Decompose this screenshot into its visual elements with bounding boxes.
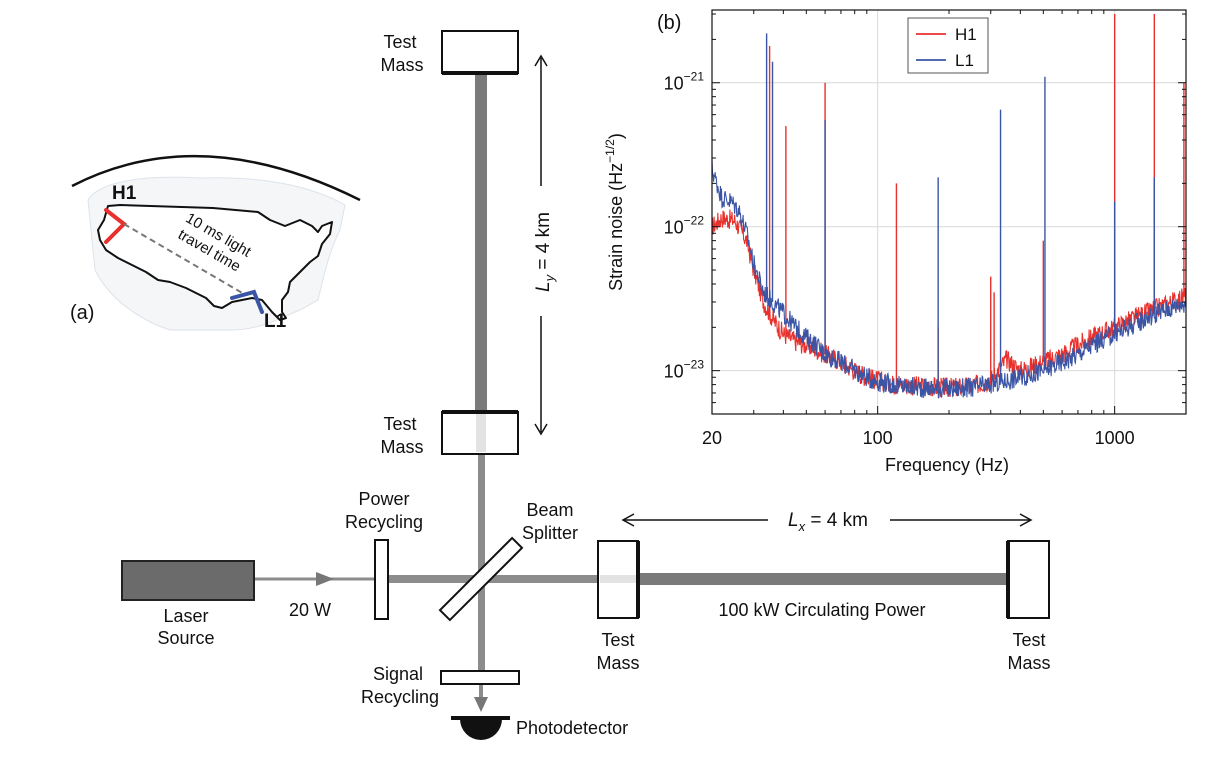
power-recycling-mirror <box>374 539 389 620</box>
x-end-test-mass-label-2: Mass <box>1007 653 1050 673</box>
light-travel-line <box>123 223 245 295</box>
beam-splitter-label-1: Beam <box>526 500 573 520</box>
y-axis-label: Strain noise (Hz−1/2) <box>603 133 626 291</box>
y-axis-label-main: Strain noise (Hz <box>606 163 626 291</box>
photodetector-label: Photodetector <box>516 718 628 738</box>
panel-b-label: (b) <box>657 12 681 34</box>
h1-map-label: H1 <box>112 183 137 204</box>
signal-recycling-label-1: Signal <box>373 664 423 684</box>
series-L1-line <box>712 160 1186 399</box>
y-inner-test-mass-label-1: Test <box>383 414 416 434</box>
x-tick-label: 1000 <box>1095 428 1135 448</box>
ly-label-rest: = 4 km <box>533 212 554 275</box>
legend-label-l1: L1 <box>955 51 974 70</box>
beam-splitter-label-2: Splitter <box>522 523 578 543</box>
ly-arrowhead-top <box>534 54 548 67</box>
x-arm-beam <box>636 573 1008 585</box>
lx-arrowhead-right <box>1019 513 1033 527</box>
y-cavity-beam <box>478 412 485 670</box>
output-beam-arrow <box>474 697 488 712</box>
signal-recycling-mirror <box>440 670 520 685</box>
y-axis-label-sup: −1/2 <box>603 139 617 163</box>
lx-label-L: L <box>788 510 799 531</box>
lx-arrowhead-left <box>621 513 635 527</box>
power-recycling-label-1: Power <box>358 489 409 509</box>
y-end-test-mass-label-1: Test <box>383 32 416 52</box>
ly-arrowhead-bottom <box>534 423 548 436</box>
svg-text:Ly = 4 km: Ly = 4 km <box>533 212 557 292</box>
l1-detector-arms <box>230 289 264 314</box>
lx-label-sub: x <box>798 519 806 534</box>
earth-horizon-arc <box>71 154 361 202</box>
laser-source-label-1: Laser <box>163 606 208 626</box>
interferometer: Laser Source 20 W Power Recycling Beam S… <box>121 30 1051 740</box>
y-tick-label: 10−21 <box>664 70 705 94</box>
lx-label-rest: = 4 km <box>805 510 868 531</box>
legend: H1 L1 <box>907 17 989 74</box>
signal-recycling-label-2: Recycling <box>361 687 439 707</box>
panel-a-label: (a) <box>70 302 94 324</box>
beam-splitter-plate <box>438 536 524 622</box>
legend-box <box>907 17 989 74</box>
lx-label: Lx = 4 km <box>788 510 868 534</box>
l1-map-label: L1 <box>264 311 287 332</box>
legend-label-h1: H1 <box>955 25 977 44</box>
y-axis-label-close: ) <box>606 133 626 139</box>
beam-splitter <box>438 536 524 622</box>
us-map-outline <box>97 204 333 321</box>
series-group <box>712 14 1186 399</box>
y-arm-beam <box>475 74 487 414</box>
y-inner-test-mass-label-2: Mass <box>380 437 423 457</box>
svg-text:Strain noise (Hz−1/2): Strain noise (Hz−1/2) <box>603 133 626 291</box>
tick-labels: 20 100 1000 10−23 10−22 10−21 <box>664 70 1135 448</box>
y-tick-label: 10−23 <box>664 358 705 382</box>
y-end-test-mass <box>441 30 519 74</box>
power-recycling-label-2: Recycling <box>345 512 423 532</box>
ly-label-L: L <box>533 281 554 292</box>
laser-source-box <box>121 560 255 601</box>
strain-noise-chart: 20 100 1000 10−23 10−22 10−21 (b) Frequency (… <box>603 9 1187 475</box>
y-end-test-mass-label-2: Mass <box>380 55 423 75</box>
ly-label: Ly = 4 km <box>533 212 557 292</box>
x-inner-test-mass-label-1: Test <box>601 630 634 650</box>
plot-area <box>712 10 1186 414</box>
y-tick-label: 10−22 <box>664 214 705 238</box>
panel-a: H1 L1 10 ms light travel time (a) <box>70 154 361 332</box>
y-inner-beam-pass <box>476 414 486 452</box>
x-inner-test-mass-label-2: Mass <box>596 653 639 673</box>
x-cavity-beam <box>388 575 600 583</box>
laser-power-label: 20 W <box>289 600 331 620</box>
x-tick-label: 20 <box>702 428 722 448</box>
circulating-power-label: 100 kW Circulating Power <box>718 600 925 620</box>
x-end-test-mass-label-1: Test <box>1012 630 1045 650</box>
ticks <box>711 10 1187 415</box>
photodetector-dome <box>460 719 502 740</box>
laser-source-label-2: Source <box>157 628 214 648</box>
x-inner-beam-pass <box>600 575 636 583</box>
x-axis-label: Frequency (Hz) <box>885 455 1009 475</box>
ly-label-sub: y <box>542 273 557 282</box>
x-tick-label: 100 <box>863 428 893 448</box>
x-end-test-mass <box>1007 540 1050 619</box>
laser-beam-arrow <box>316 572 334 586</box>
